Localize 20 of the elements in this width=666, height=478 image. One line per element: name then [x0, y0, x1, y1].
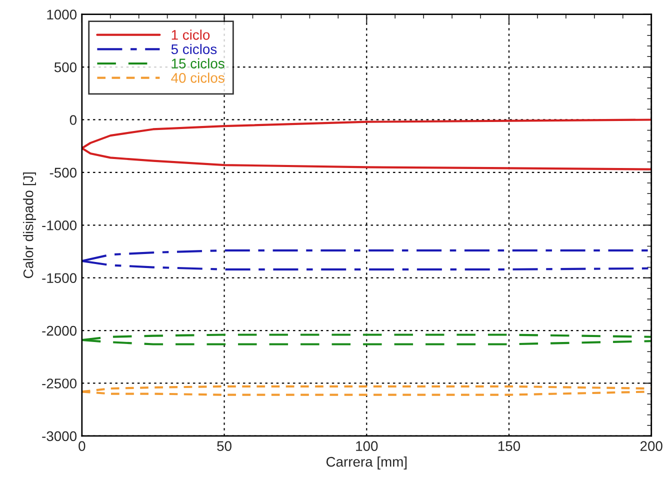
x-tick-label: 50: [217, 441, 232, 451]
legend-label: 5 ciclos: [171, 44, 217, 54]
y-tick-label: -2500: [42, 378, 77, 388]
x-tick-label: 100: [356, 441, 378, 451]
x-tick-label: 200: [640, 441, 662, 451]
y-axis-title: Calor disipado [J]: [23, 172, 36, 278]
y-tick-label: -1000: [42, 220, 77, 230]
x-tick-label: 150: [498, 441, 520, 451]
y-tick-label: 0: [70, 115, 77, 125]
y-tick-label: -500: [50, 168, 77, 178]
y-tick-label: -2000: [42, 326, 77, 336]
legend-label: 1 ciclo: [172, 30, 210, 40]
x-axis-title: Carrera [mm]: [326, 456, 407, 470]
x-tick-label: 0: [78, 441, 86, 451]
y-tick-label: -3000: [42, 431, 77, 442]
legend-label: 15 ciclos: [172, 58, 224, 68]
y-tick-label: -1500: [42, 273, 77, 284]
y-tick-label: 1000: [47, 10, 77, 20]
legend-label: 40 ciclos: [171, 72, 224, 83]
y-tick-label: 500: [54, 62, 77, 72]
